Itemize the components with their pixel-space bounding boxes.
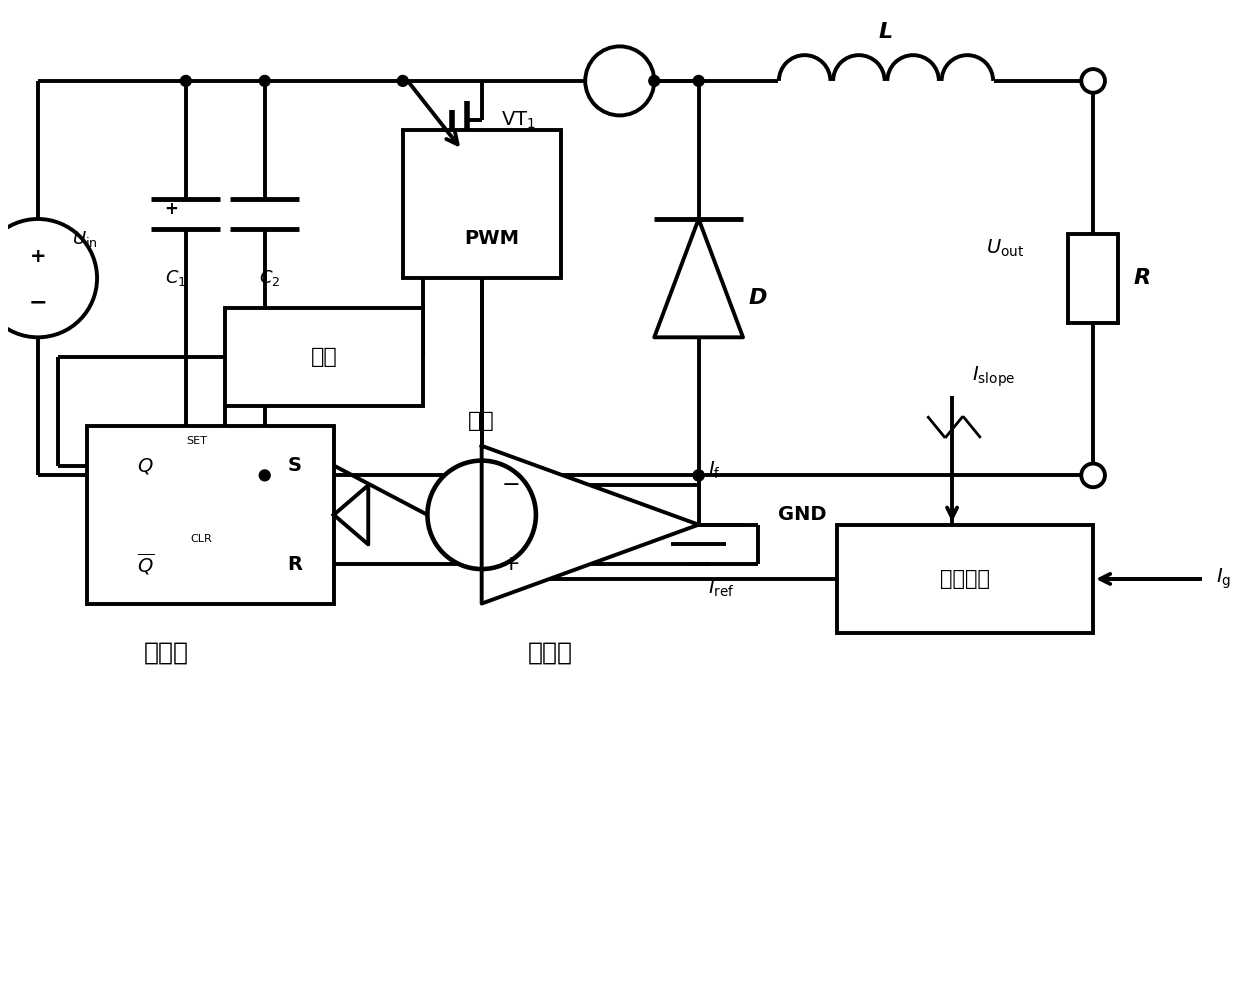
Text: R: R	[286, 555, 301, 574]
Text: R: R	[1133, 268, 1151, 288]
Text: $Q$: $Q$	[136, 455, 153, 475]
Text: GND: GND	[777, 506, 826, 525]
Bar	[403, 131, 560, 278]
Circle shape	[649, 75, 660, 86]
Text: 触发器: 触发器	[144, 641, 188, 665]
Circle shape	[259, 470, 270, 480]
Text: −: −	[29, 292, 47, 313]
Text: $C_2$: $C_2$	[259, 268, 280, 288]
Text: PWM: PWM	[464, 229, 520, 248]
Text: D: D	[749, 287, 768, 308]
Bar	[1069, 234, 1117, 323]
Text: $\rm VT_1$: $\rm VT_1$	[501, 110, 536, 131]
Text: −: −	[502, 475, 521, 495]
Polygon shape	[481, 446, 698, 604]
Circle shape	[428, 460, 536, 569]
Text: CLR: CLR	[191, 535, 212, 545]
Text: $I_{\rm f}$: $I_{\rm f}$	[708, 460, 722, 481]
Bar	[226, 308, 423, 406]
Circle shape	[259, 75, 270, 86]
Text: +: +	[164, 200, 179, 218]
Circle shape	[1081, 463, 1105, 487]
Polygon shape	[334, 485, 368, 545]
Text: 比较器: 比较器	[528, 641, 573, 665]
Text: 时钟: 时钟	[469, 411, 495, 431]
Text: SET: SET	[186, 436, 207, 446]
Circle shape	[180, 75, 191, 86]
Text: $U_{\rm in}$: $U_{\rm in}$	[72, 229, 98, 248]
Text: $I_{\rm g}$: $I_{\rm g}$	[1216, 567, 1231, 591]
Bar	[87, 426, 334, 604]
Text: +: +	[30, 247, 46, 266]
Text: 斜坡补偿: 斜坡补偿	[940, 569, 990, 589]
Text: $I_{\rm ref}$: $I_{\rm ref}$	[708, 578, 735, 599]
Circle shape	[585, 46, 655, 116]
Circle shape	[693, 470, 704, 480]
Text: $I_{\rm slope}$: $I_{\rm slope}$	[972, 365, 1016, 389]
Text: $C_1$: $C_1$	[165, 268, 187, 288]
Circle shape	[397, 75, 408, 86]
Text: +: +	[502, 554, 521, 574]
Circle shape	[693, 75, 704, 86]
Text: $U_{\rm out}$: $U_{\rm out}$	[986, 238, 1024, 259]
Text: 驱动: 驱动	[310, 347, 337, 367]
Circle shape	[693, 470, 704, 480]
Polygon shape	[655, 219, 743, 338]
Bar	[837, 525, 1094, 633]
Circle shape	[1081, 69, 1105, 92]
Text: L: L	[879, 21, 893, 41]
Circle shape	[0, 219, 97, 338]
Text: S: S	[288, 456, 301, 475]
Text: $\overline{Q}$: $\overline{Q}$	[136, 552, 154, 577]
